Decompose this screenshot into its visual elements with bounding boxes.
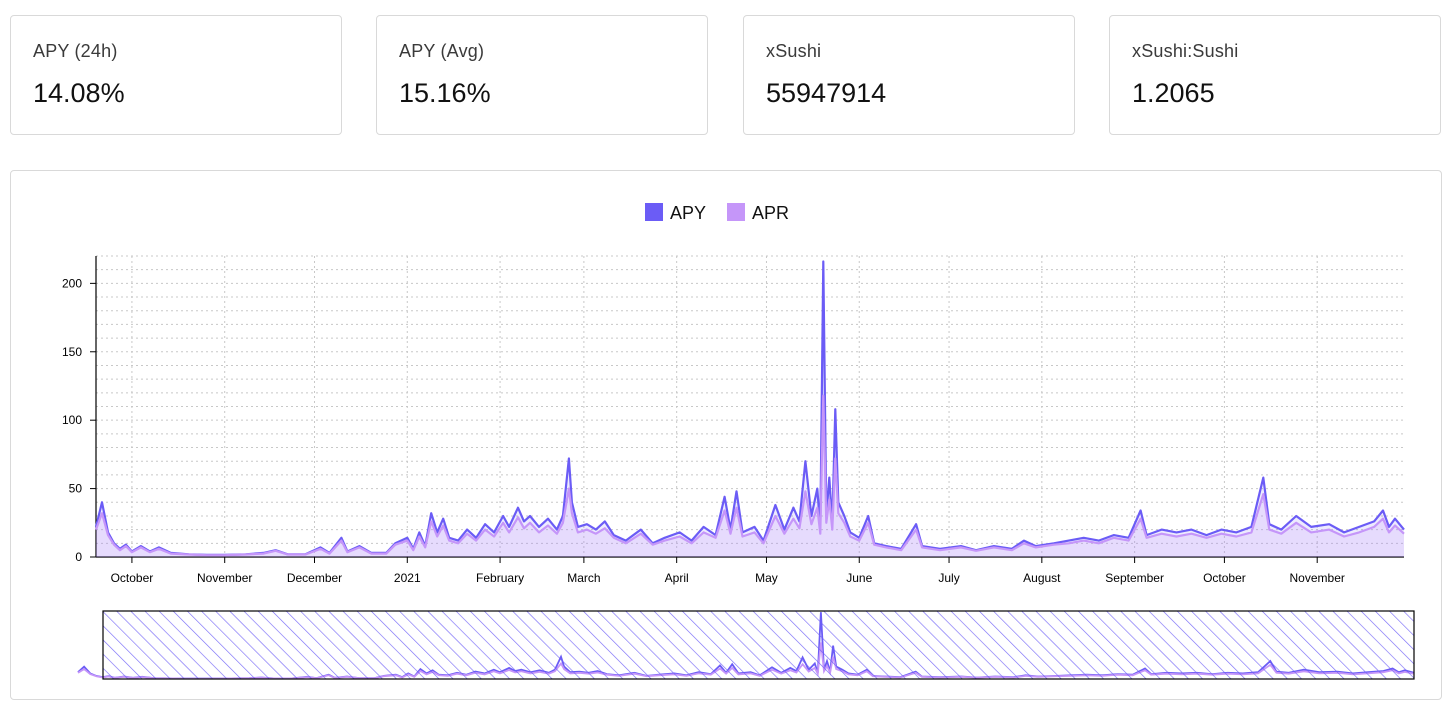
apy-series-line[interactable] — [94, 260, 1405, 556]
apy-area — [96, 261, 1404, 557]
grid — [96, 255, 1404, 557]
y-tick-label: 100 — [62, 413, 82, 427]
stat-value: 55947914 — [766, 78, 887, 108]
x-tick-label: December — [287, 571, 342, 585]
stat-value: 1.2065 — [1132, 78, 1215, 108]
y-tick-label: 50 — [69, 482, 83, 496]
apr-series-line[interactable] — [94, 394, 1405, 557]
stat-label: xSushi — [766, 41, 822, 61]
x-tick-label: August — [1023, 571, 1061, 585]
x-tick-label: September — [1105, 571, 1164, 585]
x-tick-label: July — [938, 571, 959, 585]
stat-card-xsushi-ratio: xSushi:Sushi 1.2065 — [1109, 15, 1441, 135]
brush-handle-right[interactable] — [1410, 611, 1418, 679]
stat-value: 14.08% — [33, 78, 125, 108]
stat-label: APY (24h) — [33, 41, 118, 61]
apr-area — [96, 395, 1404, 557]
brush-overview[interactable] — [77, 610, 1418, 680]
x-tick-label: 2021 — [394, 571, 421, 585]
x-tick-label: October — [111, 571, 154, 585]
x-tick-label: October — [1203, 571, 1246, 585]
stat-label: APY (Avg) — [399, 41, 485, 61]
y-tick-label: 150 — [62, 345, 82, 359]
stat-card-xsushi: xSushi 55947914 — [743, 15, 1075, 135]
y-tick-label: 200 — [62, 276, 82, 290]
x-tick-label: June — [846, 571, 872, 585]
stat-card-apy-avg: APY (Avg) 15.16% — [376, 15, 708, 135]
legend-swatch-apy[interactable] — [645, 203, 663, 221]
x-tick-label: March — [567, 571, 600, 585]
y-tick-label: 0 — [75, 550, 82, 564]
brush-selection[interactable] — [102, 610, 1415, 680]
brush-handle-left[interactable] — [99, 611, 107, 679]
series-layer — [94, 260, 1405, 557]
legend: APY APR — [645, 203, 789, 223]
stat-value: 15.16% — [399, 78, 491, 108]
x-tick-label: November — [1290, 571, 1345, 585]
stat-label: xSushi:Sushi — [1132, 41, 1239, 61]
y-axis: 0 50 100 150 200 — [62, 256, 97, 564]
legend-label-apr[interactable]: APR — [752, 203, 789, 223]
stat-card-apy-24h: APY (24h) 14.08% — [10, 15, 342, 135]
x-tick-label: May — [755, 571, 778, 585]
legend-label-apy[interactable]: APY — [670, 203, 706, 223]
x-axis: October November December 2021 February March… — [96, 556, 1404, 585]
x-tick-label: November — [197, 571, 252, 585]
x-tick-label: February — [476, 571, 524, 585]
legend-swatch-apr[interactable] — [727, 203, 745, 221]
x-tick-label: April — [665, 571, 689, 585]
